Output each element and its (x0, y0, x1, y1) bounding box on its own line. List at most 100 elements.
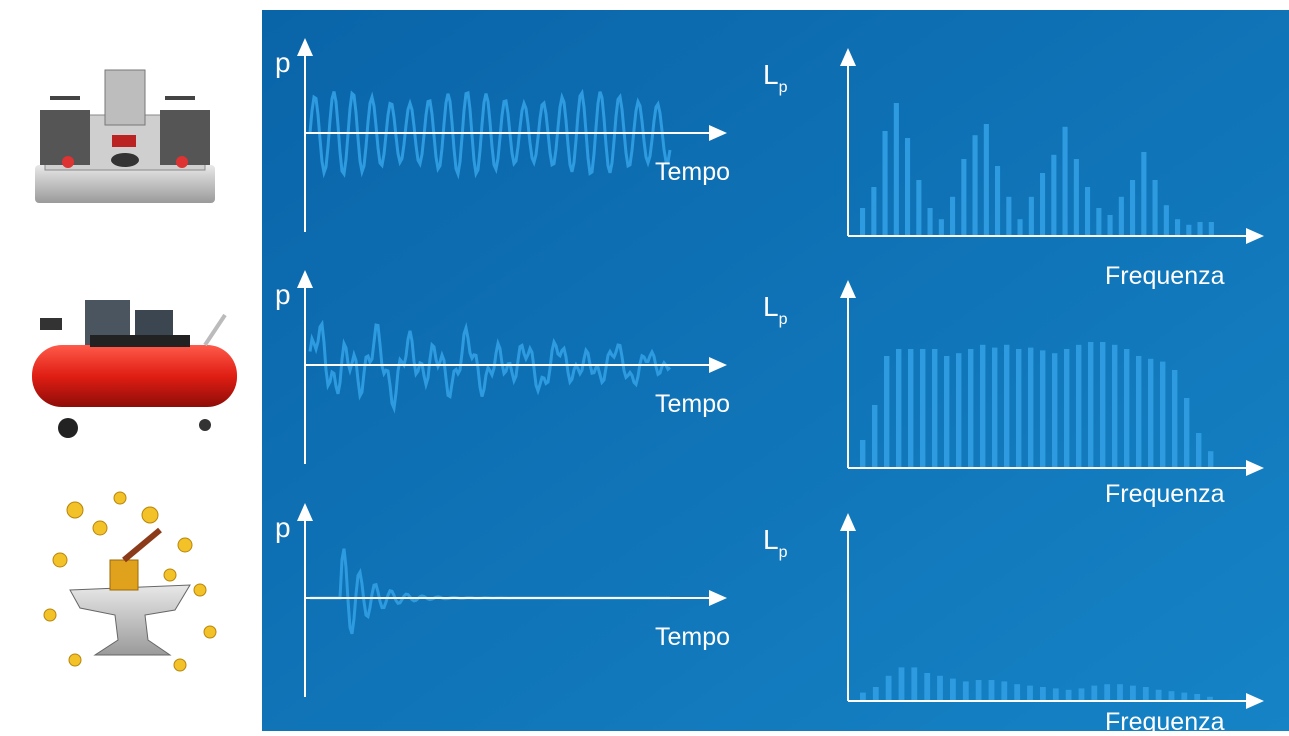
spectrum-bar (962, 681, 969, 701)
spectrum-bar (1052, 353, 1058, 468)
spectrum-bar (1117, 684, 1123, 701)
spectrum-bar (1124, 349, 1130, 468)
time-label: Tempo (655, 623, 730, 651)
time-label: Tempo (655, 158, 730, 186)
spectrum-bar (872, 405, 878, 468)
spectrum-bar (1085, 187, 1091, 236)
spectrum-bar (1088, 342, 1094, 468)
spectrum-bar (916, 180, 922, 236)
spectrum-bar (1196, 433, 1202, 468)
spectrum-bar (1040, 173, 1046, 236)
spectrum-bar (937, 675, 943, 701)
spectrum-bar (1186, 224, 1192, 236)
level-subscript: p (779, 79, 788, 96)
spectrum-bar (1130, 685, 1136, 701)
spectrum-bar (893, 103, 899, 236)
spectrum-bar (1160, 361, 1166, 468)
level-symbol: L (763, 59, 779, 90)
spectrum-bar (1194, 694, 1201, 701)
spectrum-bar (1142, 687, 1149, 701)
spectrum-bar (1014, 684, 1021, 701)
spectrum-bar (1028, 196, 1034, 236)
freq-label: Frequenza (1105, 708, 1225, 731)
spectrum-bar (968, 349, 974, 468)
spectrum-bar (908, 349, 914, 468)
spectrum-bar (1040, 350, 1046, 468)
spectrum-bar (884, 356, 890, 468)
spectrum-bar (992, 347, 998, 468)
spectrum-bar (980, 344, 986, 468)
rolling-mill-image (35, 69, 215, 203)
spectrum-bar (1096, 208, 1102, 236)
row: p Tempo Lp Frequenza (275, 270, 1264, 508)
spectrum-bar (975, 680, 982, 701)
spectrum-bar (1051, 154, 1057, 236)
compressor-image (32, 300, 237, 438)
row: p Tempo Lp Frequenza (275, 38, 1264, 290)
time-axis-label: p (275, 512, 291, 543)
level-label: Lp (763, 291, 788, 328)
spectrum-bar (860, 440, 866, 468)
spectrum-bar (972, 135, 978, 236)
spectrum-bar (938, 219, 944, 236)
spectrum-bar (1163, 205, 1169, 236)
spectrum-bar (983, 124, 989, 236)
spectrum-bar (872, 687, 879, 701)
spectrum-bar (1100, 342, 1106, 468)
level-subscript: p (779, 311, 788, 328)
spectrum-bar (1141, 152, 1147, 236)
spectrum-bar (920, 349, 926, 468)
rows: p Tempo Lp Frequenza p Tempo Lp Frequenza p Tempo… (275, 38, 1264, 736)
spectrum-bar (1172, 370, 1178, 468)
spectrum-bar (898, 667, 905, 701)
spectrum-bar (905, 138, 911, 236)
waveform (308, 319, 672, 414)
spectrum-bar (1016, 349, 1022, 468)
spectrum-bar (1155, 689, 1162, 701)
spectrum-bar (950, 196, 956, 236)
spectrum-bar (1118, 196, 1124, 236)
level-symbol: L (763, 291, 779, 322)
spectrum-bar (1076, 344, 1082, 468)
spectrum-bar (860, 208, 866, 236)
time-label: Tempo (655, 390, 730, 418)
spectrum-bar (1062, 126, 1068, 236)
freq-label: Frequenza (1105, 480, 1225, 508)
spectrum-bar (896, 349, 902, 468)
spectrum-bar (1148, 358, 1154, 468)
spectrum-bar (1112, 344, 1118, 468)
spectrum-bar (1027, 685, 1033, 701)
spectrum-bar (882, 131, 888, 236)
spectrum-bar (1152, 180, 1158, 236)
spectrum-bar (1091, 685, 1098, 701)
spectrum-bar (1197, 222, 1203, 236)
spectrum-bar (1181, 692, 1188, 701)
spectrum-bar (1017, 219, 1023, 236)
spectrum-bar (995, 166, 1001, 236)
spectrum-bar (1064, 349, 1070, 468)
waveform (308, 88, 672, 180)
spectrum-bar (1065, 689, 1072, 701)
level-subscript: p (779, 544, 788, 561)
spectrum-bar (1001, 681, 1008, 701)
spectrum-bar (1207, 696, 1213, 701)
spectrum-bar (1028, 347, 1034, 468)
level-symbol: L (763, 524, 779, 555)
time-axis-label: p (275, 279, 291, 310)
spectrum-bar (1208, 451, 1214, 468)
spectrum-bar (1208, 222, 1214, 236)
spectrum-bar (1104, 684, 1111, 701)
spectrum-bar (950, 678, 956, 701)
spectrum-bar (885, 675, 892, 701)
spectrum-bar (1168, 691, 1175, 701)
spectrum-bar (1175, 219, 1181, 236)
spectrum-bar (1184, 398, 1190, 468)
spectrum-bar (961, 159, 967, 236)
spectrum-bar (1130, 180, 1136, 236)
spectrum-bar (1040, 687, 1046, 701)
spectrum-bar (1073, 159, 1079, 236)
spectrum-bar (924, 673, 931, 701)
level-label: Lp (763, 524, 788, 561)
spectrum-bar (956, 353, 962, 468)
